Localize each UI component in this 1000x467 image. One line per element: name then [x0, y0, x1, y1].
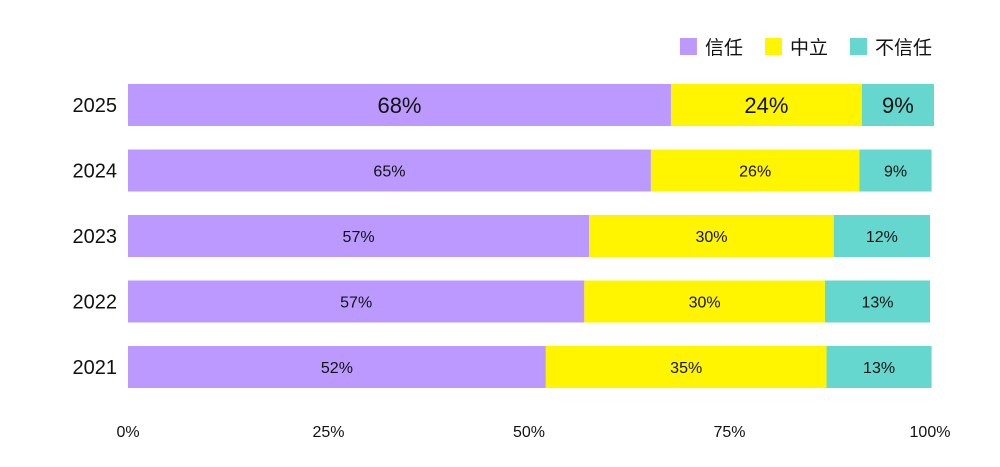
bar-segment-series-1-2021 [545, 346, 827, 388]
legend: 信任 中立 不信任 [679, 37, 932, 59]
y-tick-label: 2023 [73, 226, 118, 248]
data-label: 57% [340, 295, 372, 312]
data-label: 30% [695, 229, 727, 246]
y-tick-label: 2021 [73, 357, 118, 379]
data-label: 9% [884, 164, 907, 181]
legend-item-series-0: 信任 [679, 37, 743, 59]
bar-row-2023: 57% 30% 12% [128, 215, 930, 257]
bar-row-2021: 52% 35% 13% [128, 346, 932, 388]
y-tick-label: 2024 [73, 161, 118, 183]
data-label: 57% [343, 229, 375, 246]
bar-segment-series-0-2024 [128, 149, 651, 192]
bar-segment-series-0-2021 [128, 346, 546, 388]
bars: 68% 24% 9% 65% 26% 9% 57% 30% 12% 57% 30% 13% 52% 35%… [128, 84, 935, 388]
data-label: 12% [866, 229, 898, 246]
bar-segment-series-1-2023 [589, 215, 834, 257]
x-tick-label: 75% [713, 424, 745, 441]
bar-segment-series-0-2023 [128, 215, 590, 257]
x-tick-label: 50% [513, 424, 545, 441]
bar-segment-series-2-2024 [859, 149, 932, 192]
bar-segment-series-1-2022 [584, 280, 825, 323]
legend-swatch [679, 38, 697, 55]
legend-label: 中立 [790, 37, 828, 59]
data-label: 52% [321, 360, 353, 377]
bar-segment-series-0-2022 [128, 280, 585, 323]
bar-segment-series-2-2025 [861, 84, 935, 126]
bar-row-2024: 65% 26% 9% [128, 149, 932, 192]
data-label: 35% [670, 360, 702, 377]
x-tick-label: 0% [116, 424, 139, 441]
bar-segment-series-1-2024 [650, 149, 860, 192]
bar-segment-series-2-2021 [826, 346, 932, 388]
bar-segment-series-1-2025 [670, 84, 862, 126]
data-label: 13% [863, 360, 895, 377]
data-label: 30% [689, 295, 721, 312]
legend-swatch [849, 38, 867, 55]
legend-item-series-2: 不信任 [849, 37, 932, 59]
y-tick-label: 2022 [73, 292, 118, 314]
data-label: 68% [377, 93, 421, 118]
bar-segment-series-2-2022 [824, 280, 930, 323]
data-label: 13% [861, 295, 893, 312]
legend-item-series-1: 中立 [764, 37, 828, 59]
legend-label: 信任 [705, 37, 743, 59]
legend-label: 不信任 [875, 37, 932, 59]
x-tick-label: 25% [312, 424, 344, 441]
bar-segment-series-2-2023 [833, 215, 930, 257]
data-label: 24% [744, 93, 788, 118]
y-tick-label: 2025 [73, 95, 118, 117]
data-label: 26% [739, 164, 771, 181]
y-axis: 2025 2024 2023 2022 2021 [73, 95, 118, 379]
bar-row-2025: 68% 24% 9% [128, 84, 935, 126]
x-tick-label: 100% [910, 424, 951, 441]
bar-row-2022: 57% 30% 13% [128, 280, 930, 323]
x-axis: 0% 25% 50% 75% 100% [116, 424, 950, 441]
bar-segment-series-0-2025 [128, 84, 671, 126]
legend-swatch [764, 38, 782, 55]
data-label: 9% [882, 93, 914, 118]
data-label: 65% [373, 164, 405, 181]
